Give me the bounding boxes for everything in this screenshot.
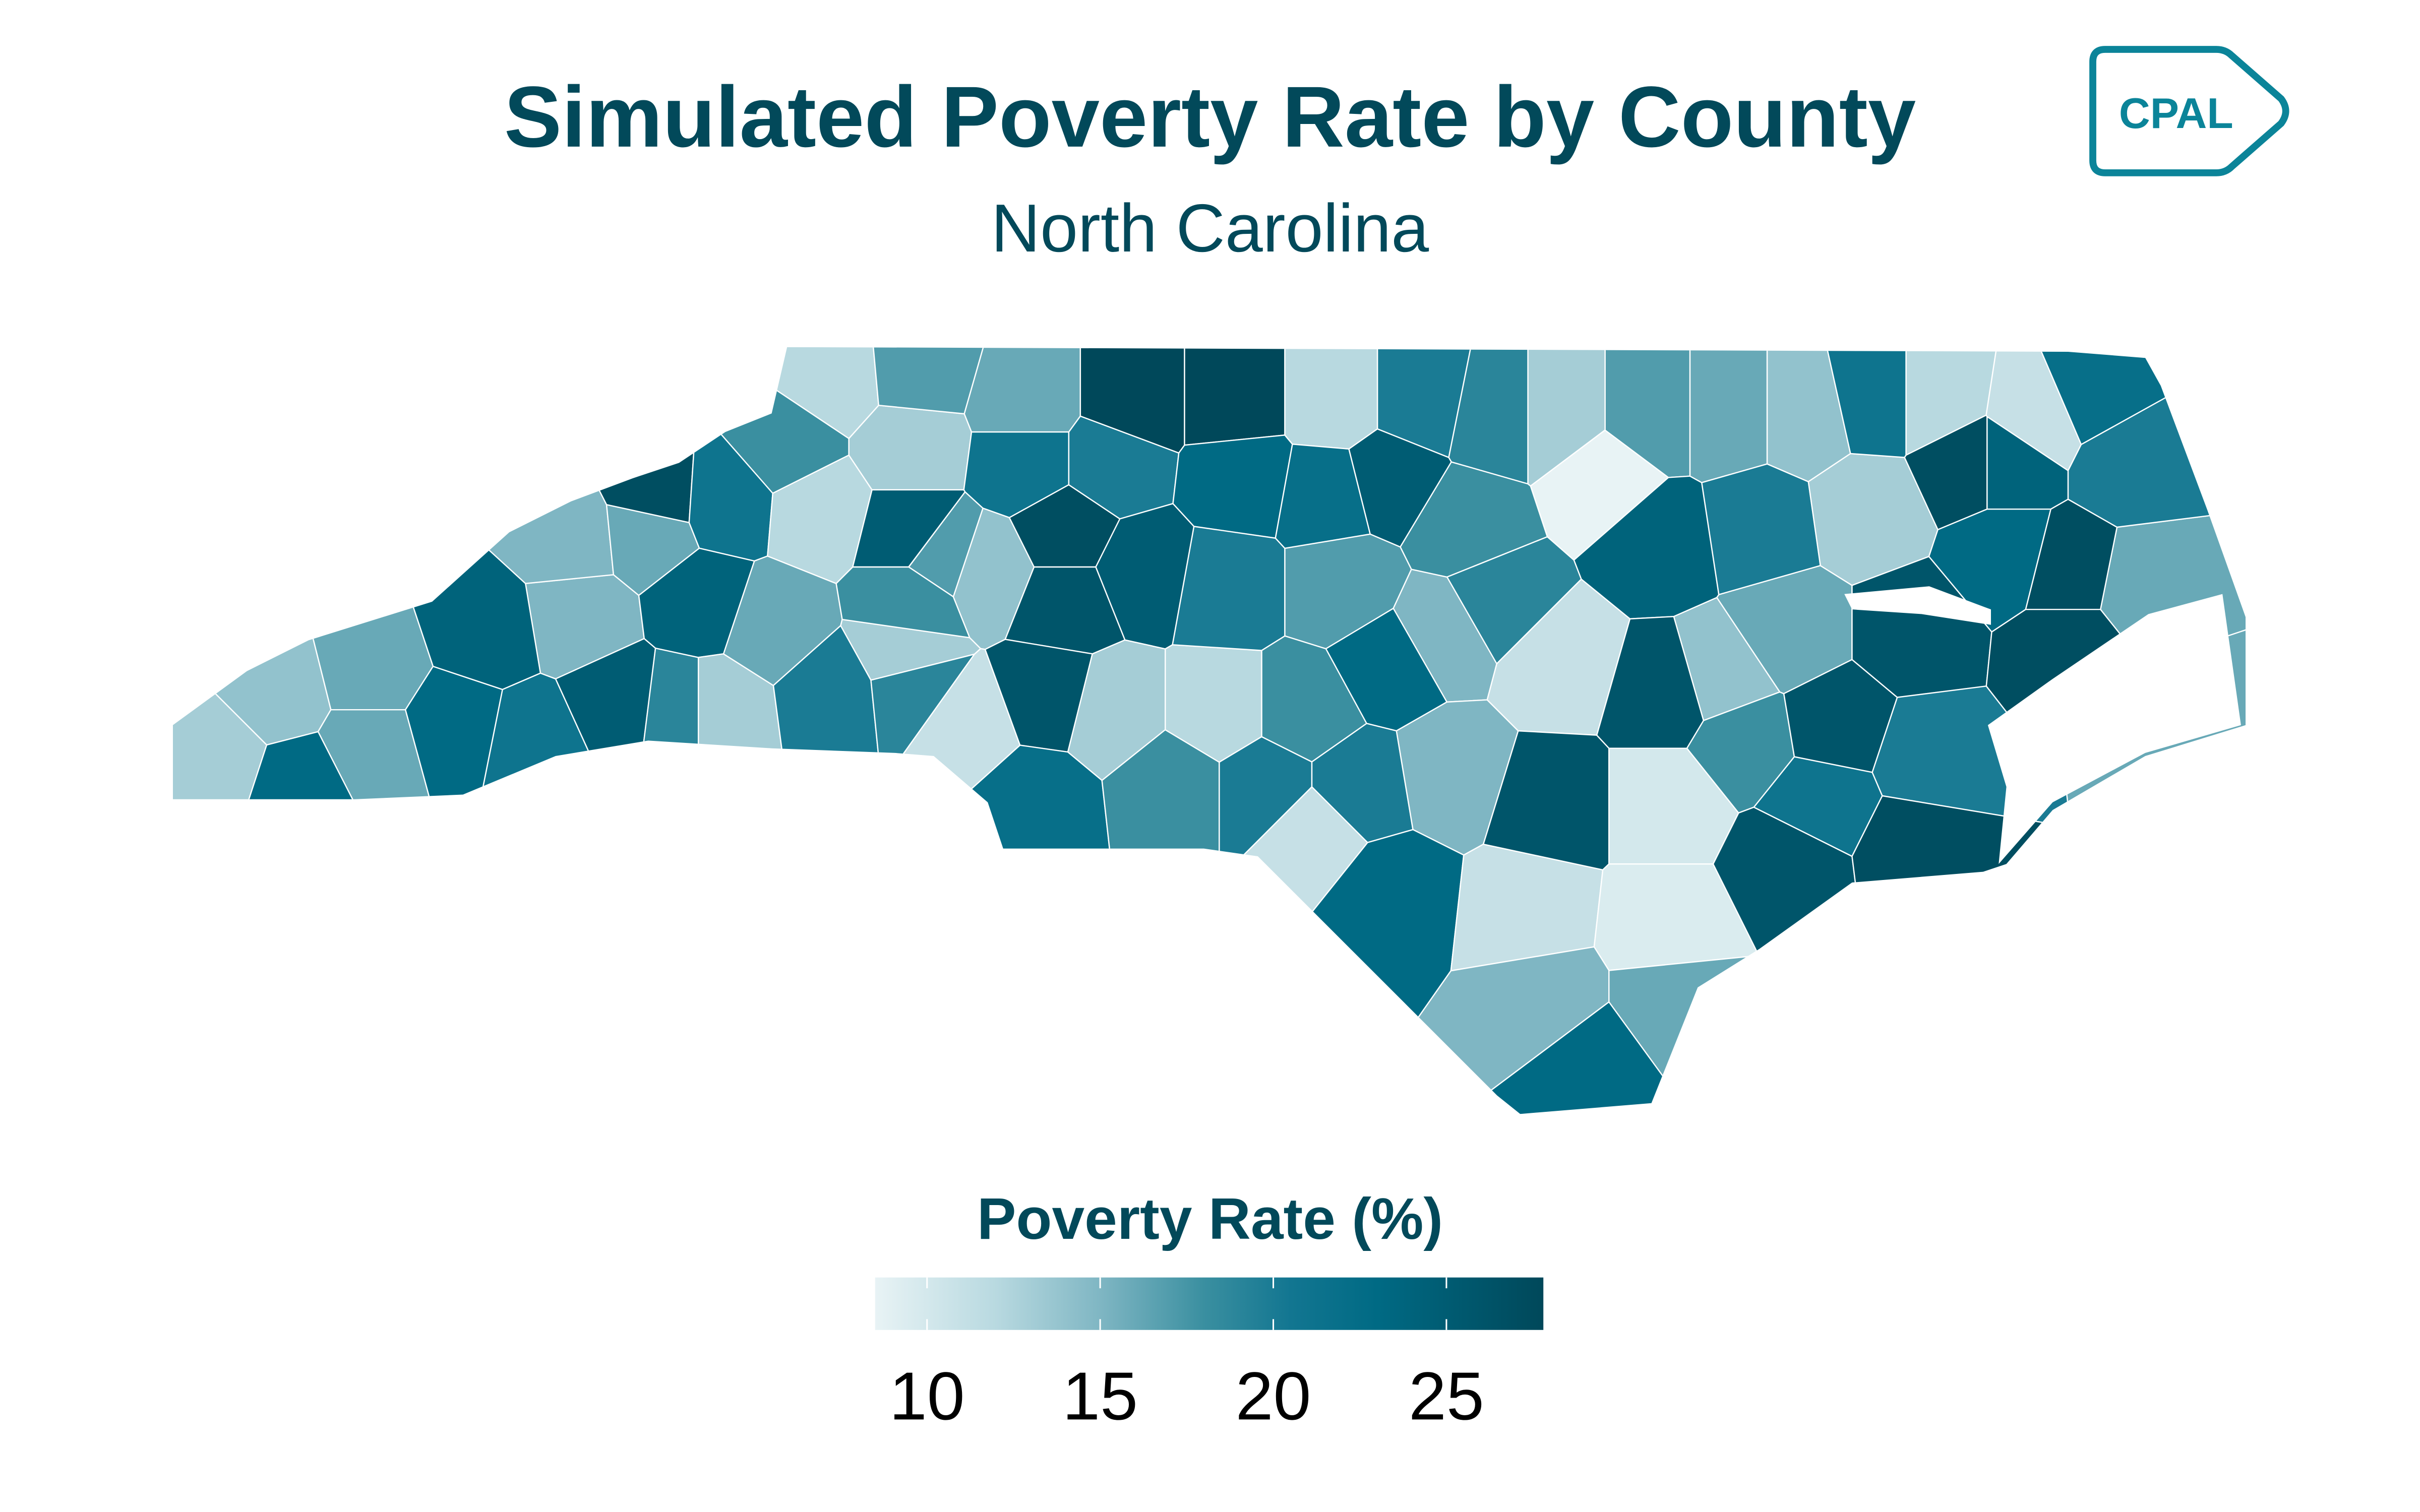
county-region [172, 347, 332, 746]
chart-subtitle: North Carolina [991, 190, 1429, 266]
county-map [172, 347, 2246, 1114]
county-region [963, 347, 1081, 433]
chart-title: Simulated Poverty Rate by County [504, 69, 1916, 165]
county-region [1766, 347, 1851, 483]
county-region [458, 672, 691, 1114]
county-region [513, 347, 698, 524]
county-region [766, 744, 1140, 1114]
county-region [1184, 347, 1286, 446]
county-region [1608, 955, 1925, 1114]
county-region [772, 624, 882, 977]
cpal-logo: CPAL [2089, 46, 2289, 176]
sounds-water [1844, 586, 2241, 864]
legend-tick-label: 15 [1062, 1358, 1138, 1434]
legend-title: Poverty Rate (%) [977, 1186, 1443, 1251]
county-region [233, 347, 434, 711]
county-region [1284, 347, 1378, 450]
logo-tag-shape [2089, 46, 2289, 176]
legend-colorbar [875, 1277, 1544, 1330]
logo-text: CPAL [2119, 89, 2233, 138]
legend-tick-labels: 10 15 20 25 [889, 1358, 1484, 1434]
legend-ticks [926, 1277, 1447, 1330]
county-region [1172, 434, 1293, 539]
albemarle-sound [1844, 586, 1991, 625]
county-region [1101, 729, 1220, 1114]
county-region [1689, 347, 1768, 483]
legend-tick-label: 20 [1236, 1358, 1311, 1434]
legend-tick-label: 25 [1409, 1358, 1484, 1434]
county-region [1851, 795, 2205, 1114]
county-region [285, 347, 615, 585]
legend-tick-label: 10 [889, 1358, 965, 1434]
pamlico-sound [1987, 594, 2241, 864]
county-region [1448, 347, 1529, 485]
